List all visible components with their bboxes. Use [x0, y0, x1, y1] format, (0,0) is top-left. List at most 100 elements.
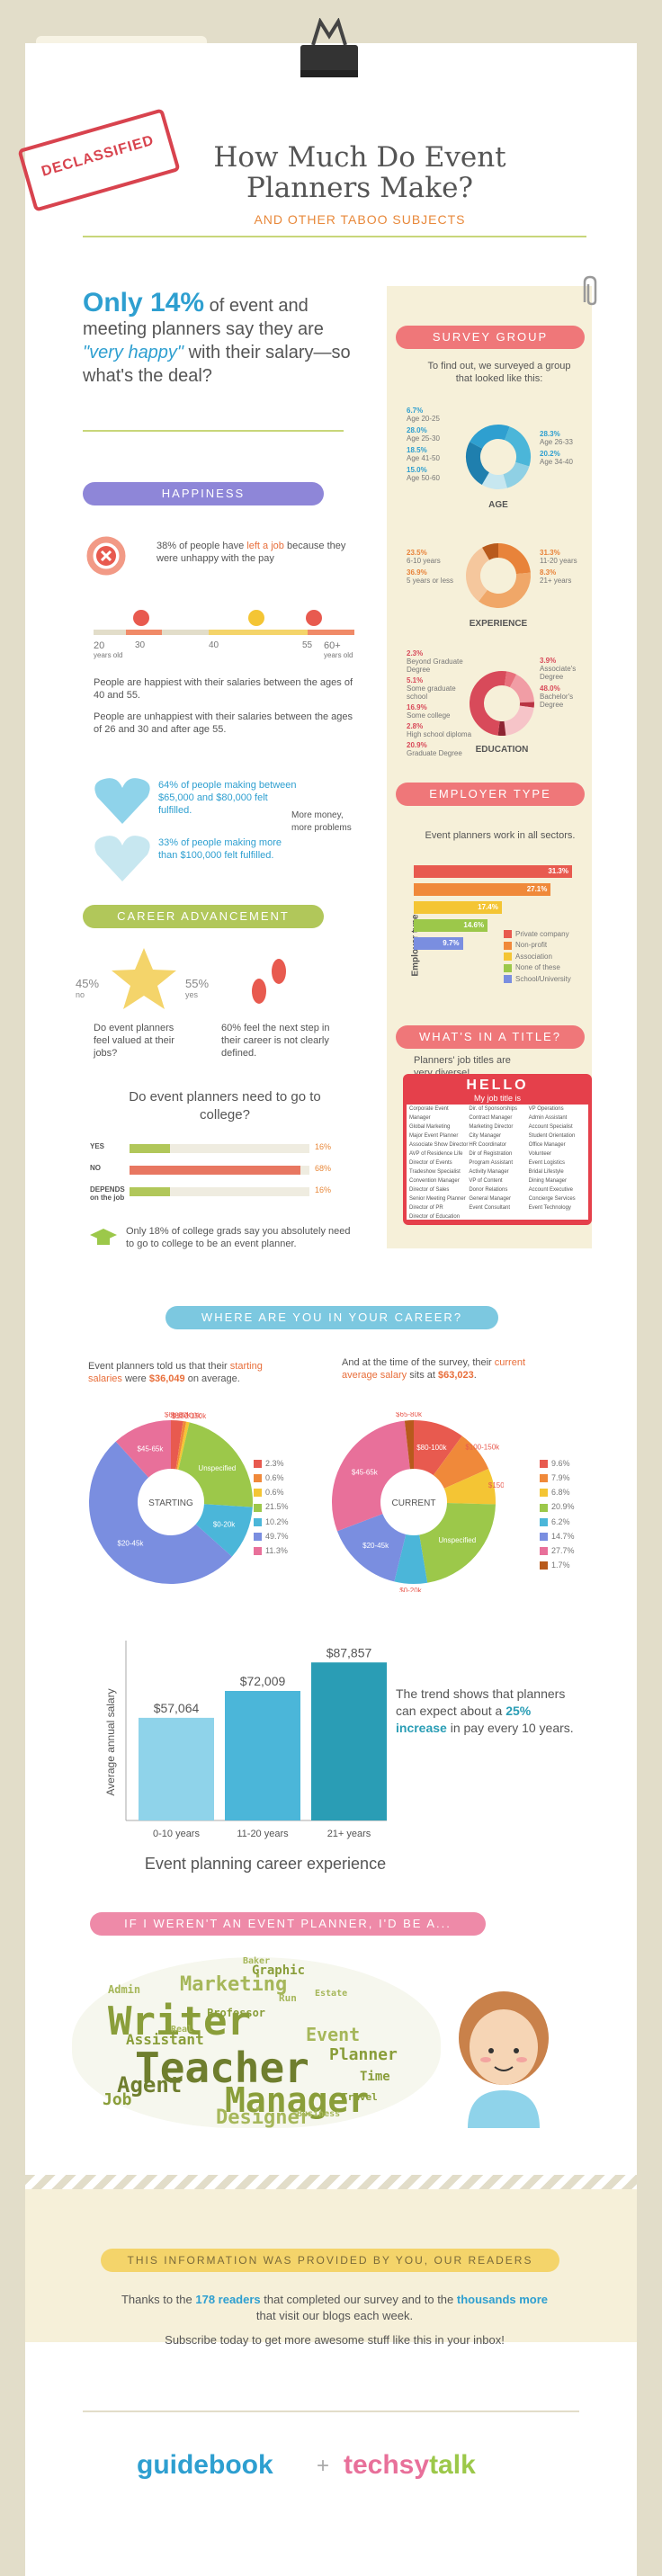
legend-value: 7.9% [551, 1473, 570, 1483]
edu-label: Beyond Graduate Degree [407, 657, 463, 674]
salary-category-label: 11-20 years [237, 1829, 289, 1839]
legend-swatch [254, 1489, 262, 1498]
where-banner: WHERE ARE YOU IN YOUR CAREER? [166, 1306, 498, 1329]
employer-bar-value: 31.3% [548, 867, 568, 875]
age-slice [504, 426, 531, 467]
word-cloud-word: Graphic [252, 1963, 306, 1978]
intro-text-1: of event and meeting planners say they a… [83, 296, 324, 339]
title-column: Dir. of Sponsorships Contract Manager Mark… [469, 1105, 528, 1220]
talk-part: talk [429, 2450, 476, 2480]
thanks-pre: Thanks to the [121, 2293, 196, 2306]
exp-value: 8.3% [540, 568, 557, 577]
college-bar [130, 1187, 170, 1196]
college-bar-row: DEPENDS on the job 16% [90, 1184, 360, 1202]
start-post: on average. [184, 1373, 240, 1384]
subscribe-text[interactable]: Subscribe today to get more awesome stuf… [165, 2333, 505, 2347]
job-title-item: Dining Manager [528, 1178, 568, 1184]
job-title-item: Concierge Services [528, 1196, 576, 1202]
job-title-item: Contract Manager [469, 1115, 513, 1121]
word-cloud-word: Run [279, 1992, 297, 2004]
happiness-bullets: People are happiest with their salaries … [94, 676, 363, 736]
cur-mid: sits at [407, 1370, 438, 1381]
exp-left-labels: 23.5% 6-10 years 36.9% 5 years or less [407, 549, 470, 585]
legend-value: 11.3% [265, 1545, 288, 1555]
job-title-item: Admin Assistant [528, 1115, 568, 1121]
grad-cap-icon [90, 1227, 117, 1247]
employer-bar: 9.7% [414, 937, 463, 950]
salary-category-label: 0-10 years [153, 1829, 200, 1839]
cur-pre: And at the time of the survey, their [342, 1357, 495, 1368]
legend-swatch [254, 1546, 262, 1555]
employer-legend-item: Non-profit [504, 941, 594, 950]
current-slice [394, 1534, 428, 1584]
intro-arrow [83, 430, 344, 432]
legend-swatch [540, 1460, 548, 1469]
employer-bars: 31.3% 27.1% 17.4% 14.6% 9.7% [414, 865, 576, 973]
current-slice-label: $0-20k [399, 1587, 422, 1592]
timeline-happy-segment [209, 630, 308, 635]
age-label: Age 34-40 [540, 458, 573, 466]
legend-swatch [254, 1517, 262, 1526]
employer-bar-value: 14.6% [463, 921, 485, 929]
legend-value: 14.7% [551, 1531, 575, 1541]
current-legend-item: 20.9% [540, 1502, 594, 1512]
current-slice [443, 1468, 496, 1505]
intro-stat: Only 14% [83, 288, 205, 318]
college-bar [130, 1144, 170, 1153]
star-yes-value: 55% [185, 977, 210, 990]
legend-swatch [540, 1474, 548, 1483]
age-slice [502, 461, 530, 488]
edu-value: 16.9% [407, 703, 427, 711]
starting-slice [194, 1503, 253, 1557]
job-title-item: Convention Manager [409, 1178, 460, 1184]
thanks-em: thousands more [456, 2293, 549, 2306]
cur-val: $63,023 [438, 1370, 474, 1381]
job-title-item: Senior Meeting Planner [409, 1196, 466, 1202]
money-note: More money, more problems [291, 810, 352, 833]
job-title-item: Corporate Event Manager [409, 1106, 449, 1121]
age-slice [466, 442, 490, 486]
current-slice [336, 1512, 407, 1582]
legend-swatch [540, 1546, 548, 1555]
word-cloud-word: Planner [329, 2045, 398, 2064]
job-title-item: Program Assistant [469, 1160, 514, 1166]
title-column: VP Operations Admin Assistant Account Spec… [529, 1105, 588, 1220]
college-bar-row: NO 68% [90, 1162, 360, 1180]
job-title-item: VP of Content [469, 1178, 503, 1184]
job-title-item: Director of Education [409, 1214, 461, 1220]
guidebook-logo[interactable]: guidebook [137, 2450, 273, 2480]
job-title-item: City Manager [469, 1133, 502, 1139]
college-bar-track [130, 1144, 309, 1153]
legend-value: 21.5% [265, 1502, 289, 1512]
starting-center-label: STARTING [148, 1498, 193, 1508]
techsytalk-logo[interactable]: techsytalk [344, 2450, 476, 2481]
starting-slice [89, 1441, 232, 1584]
word-cloud-word: Agent [117, 2072, 183, 2097]
salary-bar [139, 1717, 214, 1820]
legend-swatch [504, 974, 512, 983]
starting-slice [176, 1421, 190, 1470]
current-slice-label: $100-150k [465, 1443, 500, 1451]
page-subtitle: AND OTHER TABOO SUBJECTS [254, 212, 466, 227]
word-cloud-word: Event [306, 2024, 361, 2045]
starting-slice-label: $0-20k [213, 1521, 236, 1529]
legend-swatch [540, 1532, 548, 1541]
job-title-item: Activity Manager [469, 1169, 509, 1175]
star-yes-label: yes [185, 990, 199, 999]
footer-banner-label: THIS INFORMATION WAS PROVIDED BY YOU, OU… [127, 2254, 533, 2267]
legend-swatch [254, 1532, 262, 1541]
employer-legend-item: Association [504, 953, 594, 962]
binder-clip-icon [293, 17, 365, 90]
job-title-item: Director of Events [409, 1160, 452, 1166]
salary-bar-chart: $57,064 0-10 years $72,009 11-20 years $87,8… [125, 1641, 387, 1839]
edu-value: 48.0% [540, 684, 560, 693]
star-no-pct: 45% no [76, 977, 99, 999]
college-bar-row: YES 16% [90, 1140, 360, 1158]
word-cloud-word: Job [103, 2090, 132, 2109]
salary-xlabel: Event planning career experience [144, 1855, 387, 1873]
survey-banner-label: SURVEY GROUP [432, 330, 549, 344]
title-list: Corporate Event Manager Global Marketing M… [407, 1105, 588, 1220]
star-no-value: 45% [76, 977, 100, 990]
cur-post: . [473, 1370, 477, 1381]
salary-category-label: 21+ years [327, 1829, 371, 1839]
